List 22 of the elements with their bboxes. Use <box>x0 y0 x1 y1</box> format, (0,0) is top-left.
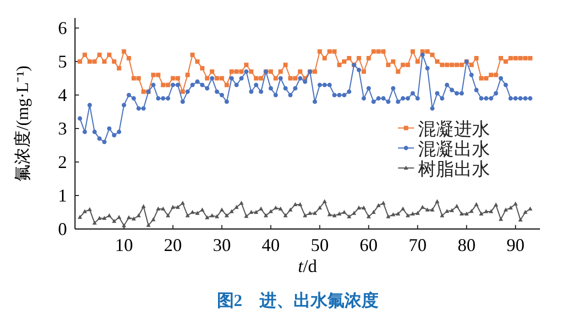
x-tick-label: 60 <box>360 235 378 255</box>
y-tick-label: 1 <box>58 186 67 206</box>
legend-label: 混凝出水 <box>418 139 490 159</box>
x-tick-label: 40 <box>262 235 280 255</box>
legend-label: 混凝进水 <box>418 119 490 139</box>
x-tick-label: 10 <box>114 235 133 255</box>
x-tick-label: 20 <box>164 235 182 255</box>
y-axis-title: 氟浓度/(mg·L⁻¹) <box>13 66 32 182</box>
y-tick-label: 5 <box>58 52 67 72</box>
y-tick-label: 0 <box>58 219 67 239</box>
x-tick-label: 80 <box>458 235 476 255</box>
y-tick-label: 6 <box>58 18 67 38</box>
y-tick-label: 2 <box>58 152 67 172</box>
y-tick-label: 4 <box>58 85 67 106</box>
x-axis-title: t/d <box>298 256 318 276</box>
y-tick-label: 3 <box>58 118 67 139</box>
x-tick-label: 30 <box>212 235 231 255</box>
x-tick-label: 50 <box>310 235 329 255</box>
text: 图2 进、出水氟浓度 <box>216 291 378 310</box>
x-tick-label: 90 <box>506 235 525 255</box>
legend-label: 树脂出水 <box>418 159 490 179</box>
x-tick-label: 70 <box>408 235 427 255</box>
